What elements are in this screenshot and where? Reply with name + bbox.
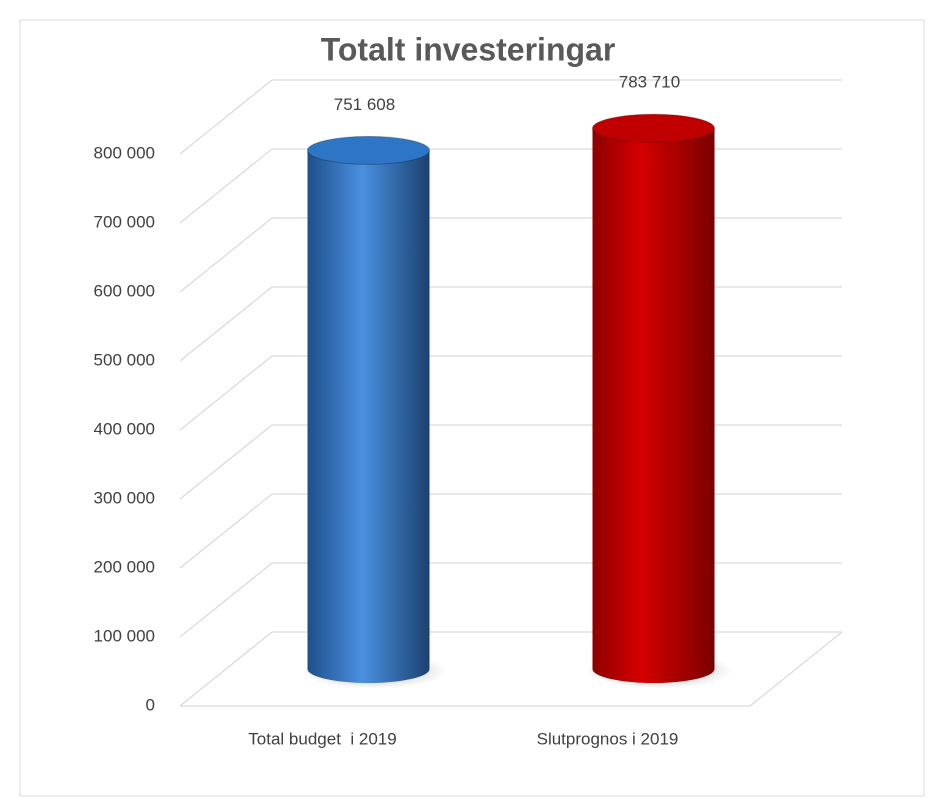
y-tick-label: 700 000 xyxy=(94,212,155,231)
grid-line xyxy=(179,79,273,155)
bar xyxy=(592,128,715,684)
chart-border xyxy=(19,19,925,797)
y-tick-label: 800 000 xyxy=(94,143,155,162)
bar-top xyxy=(592,113,715,143)
y-tick-label: 300 000 xyxy=(94,488,155,507)
y-tick-label: 200 000 xyxy=(94,557,155,576)
grid-line xyxy=(179,562,273,638)
chart-title: Totalt investeringar xyxy=(321,31,616,67)
x-tick-label: Total budget i 2019 xyxy=(248,729,396,748)
data-label: 783 710 xyxy=(619,73,680,92)
x-tick-label: Slutprognos i 2019 xyxy=(537,729,679,748)
y-tick-label: 0 xyxy=(146,695,155,714)
y-tick-label: 500 000 xyxy=(94,350,155,369)
y-tick-label: 600 000 xyxy=(94,281,155,300)
y-tick-label: 100 000 xyxy=(94,626,155,645)
grid-line xyxy=(179,631,273,707)
grid-line xyxy=(179,493,273,569)
y-tick-label: 400 000 xyxy=(94,419,155,438)
grid-line xyxy=(179,286,273,362)
bar xyxy=(307,150,430,684)
grid-line xyxy=(179,217,273,293)
grid-line xyxy=(179,148,273,224)
data-label: 751 608 xyxy=(334,95,395,114)
grid-line xyxy=(179,424,273,500)
bar-top xyxy=(307,135,430,165)
grid-line xyxy=(179,355,273,431)
floor-edge xyxy=(749,631,843,707)
